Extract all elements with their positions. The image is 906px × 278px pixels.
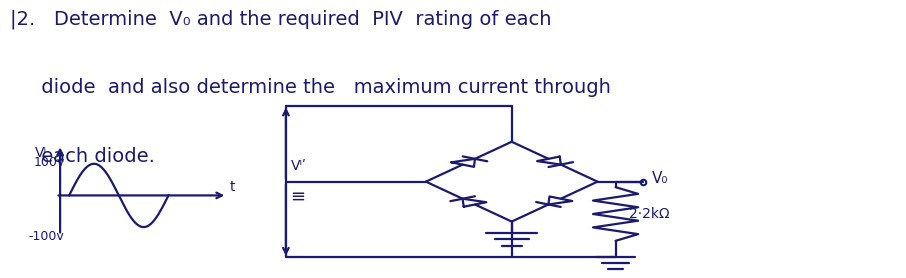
Text: t: t [230,180,236,194]
Text: ≡: ≡ [291,187,305,205]
Text: Vᴵʹ: Vᴵʹ [291,159,306,173]
Text: |2.   Determine  V₀ and the required  PIV  rating of each: |2. Determine V₀ and the required PIV ra… [11,10,552,29]
Text: 100v: 100v [34,155,64,168]
Text: 2·2kΩ: 2·2kΩ [629,207,670,221]
Text: Vᴵ: Vᴵ [34,146,46,160]
Text: diode  and also determine the   maximum current through: diode and also determine the maximum cur… [11,78,612,98]
Text: V₀: V₀ [651,172,669,187]
Text: -100v: -100v [29,230,64,243]
Text: each diode.: each diode. [11,147,155,166]
